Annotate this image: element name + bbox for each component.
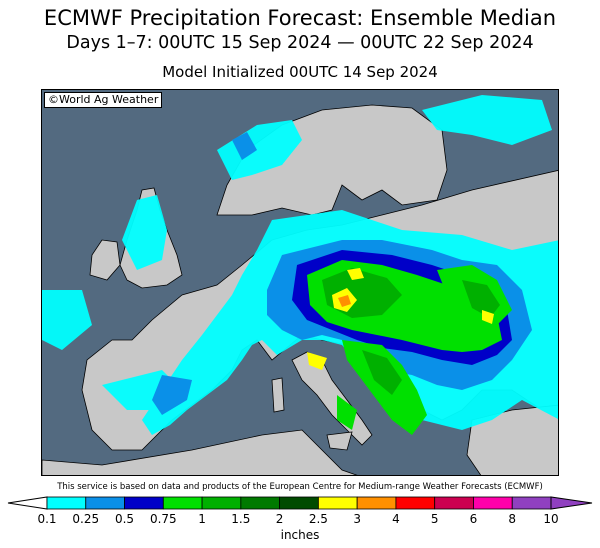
legend-units: inches	[280, 528, 320, 542]
legend-swatch	[124, 496, 164, 510]
legend-tick-label: 3	[353, 512, 361, 526]
precip-atlantic-light	[42, 290, 92, 350]
legend-tick-label: 0.5	[114, 512, 135, 526]
precip-uk-light	[122, 195, 167, 270]
legend-arrow-low	[7, 496, 48, 510]
legend-swatch	[473, 496, 513, 510]
legend-tick-label: 0.1	[37, 512, 57, 526]
precip-czech-yellow	[347, 268, 364, 280]
precip-norway-moderate	[232, 132, 257, 160]
precip-norway-light	[217, 120, 302, 180]
legend-tick-label: 6	[469, 512, 478, 526]
precipitation-map: ©World Ag Weather	[41, 89, 559, 476]
land-north-africa	[42, 429, 358, 475]
legend-tick-label: 8	[508, 512, 517, 526]
precip-romania-yellow	[482, 310, 494, 324]
color-legend-bar	[7, 496, 593, 510]
copyright-credit: ©World Ag Weather	[44, 92, 163, 108]
precip-italy-green	[337, 395, 357, 430]
legend-swatch	[279, 496, 319, 510]
legend-swatch	[356, 496, 397, 510]
legend-swatch	[511, 496, 552, 510]
precip-orange	[338, 295, 351, 307]
legend-tick-label: 2	[275, 512, 284, 526]
legend-swatch	[240, 496, 281, 510]
legend-swatch	[434, 496, 474, 510]
precip-romania-dark	[462, 280, 500, 318]
land-sardinia	[271, 377, 285, 413]
land-turkey	[466, 404, 558, 475]
precip-spain-moderate	[152, 375, 192, 415]
legend-arrow-high	[550, 496, 593, 510]
legend-swatch	[85, 496, 125, 510]
legend-tick-label: 2.5	[308, 512, 328, 526]
model-init-time: Model Initialized 00UTC 14 Sep 2024	[162, 63, 438, 81]
legend-tick-label: 10	[543, 512, 559, 526]
legend-swatch	[162, 496, 203, 510]
legend-tick-label: 4	[392, 512, 400, 526]
land-ireland	[89, 239, 121, 281]
legend-tick-label: 0.25	[72, 512, 100, 526]
precip-austria-orange	[338, 295, 351, 307]
legend-tick-label: 1.5	[231, 512, 251, 526]
legend-swatch	[317, 496, 358, 510]
map-graphic	[42, 90, 558, 475]
legend-tick-label: 0.75	[149, 512, 177, 526]
precip-balkans-dark	[362, 350, 402, 395]
legend-tick-label: 5	[430, 512, 439, 526]
precip-arctic-light	[422, 95, 552, 145]
legend-swatch	[46, 496, 87, 510]
legend-tick-label: 1	[198, 512, 206, 526]
forecast-period: Days 1–7: 00UTC 15 Sep 2024 — 00UTC 22 S…	[66, 33, 534, 53]
ecmwf-disclaimer: This service is based on data and produc…	[57, 482, 543, 492]
land-sicily	[326, 431, 353, 451]
precip-adriatic-yellow	[307, 352, 327, 370]
chart-title: ECMWF Precipitation Forecast: Ensemble M…	[43, 6, 557, 30]
legend-swatch	[395, 496, 436, 510]
legend-swatch	[201, 496, 242, 510]
